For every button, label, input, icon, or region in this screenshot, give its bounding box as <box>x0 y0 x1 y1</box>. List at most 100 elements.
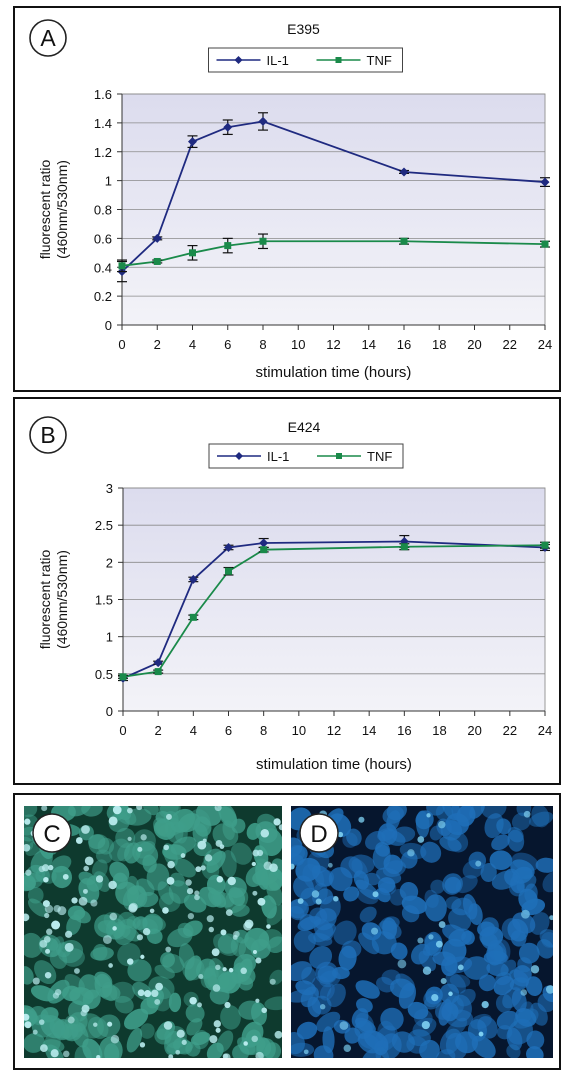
nucleus <box>243 1041 248 1046</box>
cell <box>73 909 91 924</box>
cell <box>62 948 85 967</box>
nucleus <box>45 948 51 954</box>
nucleus <box>211 948 220 957</box>
nucleus <box>227 876 236 886</box>
cell <box>266 904 282 926</box>
cell <box>507 829 525 852</box>
y-tick-label: 1.4 <box>94 116 112 131</box>
nucleus <box>198 974 204 980</box>
nucleus <box>24 1013 30 1021</box>
cell <box>376 976 395 993</box>
nucleus <box>24 818 31 825</box>
cell <box>98 1036 123 1058</box>
cell <box>358 932 380 955</box>
cell <box>206 1042 224 1058</box>
nucleus <box>252 890 258 896</box>
cell <box>536 939 553 959</box>
nucleus <box>50 1049 59 1058</box>
nucleus <box>44 912 50 919</box>
nucleus <box>48 864 54 871</box>
cell <box>380 1007 404 1031</box>
x-tick-label: 24 <box>538 337 552 352</box>
data-point-tnf <box>118 262 126 270</box>
y-axis-label: fluorescent ratio <box>37 159 53 259</box>
x-tick-label: 14 <box>362 337 376 352</box>
micrograph-panel-frame: C D <box>13 793 561 1070</box>
nucleus <box>75 837 83 844</box>
legend-marker <box>235 452 243 460</box>
nucleus <box>155 982 163 991</box>
cell <box>239 1035 266 1056</box>
data-point-tnf <box>400 543 408 551</box>
cell <box>24 966 34 985</box>
cell <box>164 1030 182 1056</box>
nucleus <box>176 1029 185 1038</box>
x-tick-label: 8 <box>260 723 267 738</box>
cell <box>316 1011 341 1032</box>
nucleus <box>42 900 50 908</box>
cell <box>114 995 134 1014</box>
nucleus <box>448 991 453 997</box>
nucleus <box>32 1029 38 1035</box>
x-tick-label: 18 <box>432 337 446 352</box>
x-tick-label: 4 <box>190 723 197 738</box>
data-point-tnf <box>225 567 232 575</box>
nucleus <box>83 888 88 894</box>
cell <box>71 1022 86 1038</box>
cell <box>155 810 171 824</box>
nucleus <box>136 806 143 811</box>
nucleus <box>255 957 262 964</box>
cell <box>529 912 550 935</box>
cell <box>389 978 415 999</box>
cell <box>382 860 407 877</box>
nucleus <box>38 1019 45 1025</box>
cell <box>449 974 471 988</box>
nucleus <box>358 816 365 823</box>
micrograph-c: C <box>24 806 282 1058</box>
nucleus <box>163 1021 173 1030</box>
cell <box>88 834 110 855</box>
cell <box>359 906 377 923</box>
nucleus <box>127 807 133 814</box>
cell <box>470 1013 492 1030</box>
data-point-tnf <box>260 546 268 554</box>
x-tick-label: 22 <box>503 337 517 352</box>
cell <box>333 920 357 945</box>
cell <box>516 874 537 893</box>
cell <box>81 806 103 817</box>
x-tick-label: 2 <box>154 337 161 352</box>
nucleus <box>112 926 117 931</box>
cell <box>408 1029 431 1047</box>
nucleus <box>144 990 152 998</box>
cell <box>94 914 117 938</box>
cell <box>518 888 538 911</box>
nucleus <box>95 875 104 883</box>
legend-entry-il-1: IL-1 <box>267 53 289 68</box>
cell <box>24 1033 46 1053</box>
nucleus <box>166 877 175 885</box>
nucleus <box>212 984 221 992</box>
nucleus <box>422 966 432 975</box>
nucleus <box>197 1002 202 1008</box>
y-tick-label: 1.5 <box>95 593 113 608</box>
nucleus <box>417 937 424 944</box>
nucleus <box>213 1020 221 1028</box>
cell <box>78 871 96 886</box>
cell <box>190 1031 211 1046</box>
cell <box>140 1023 155 1039</box>
cell <box>162 953 185 974</box>
cell <box>468 851 487 870</box>
cell <box>343 886 360 902</box>
cell <box>444 995 464 1015</box>
nucleus <box>372 891 379 898</box>
cell <box>185 1003 205 1023</box>
cell <box>488 944 507 962</box>
nucleus <box>224 1001 231 1009</box>
cell <box>24 932 43 958</box>
cell <box>27 886 44 904</box>
legend-marker <box>335 57 342 63</box>
nucleus <box>208 926 214 933</box>
nucleus <box>24 1021 32 1029</box>
y-axis-label: fluorescent ratio <box>37 549 53 649</box>
data-point-tnf <box>189 613 197 621</box>
